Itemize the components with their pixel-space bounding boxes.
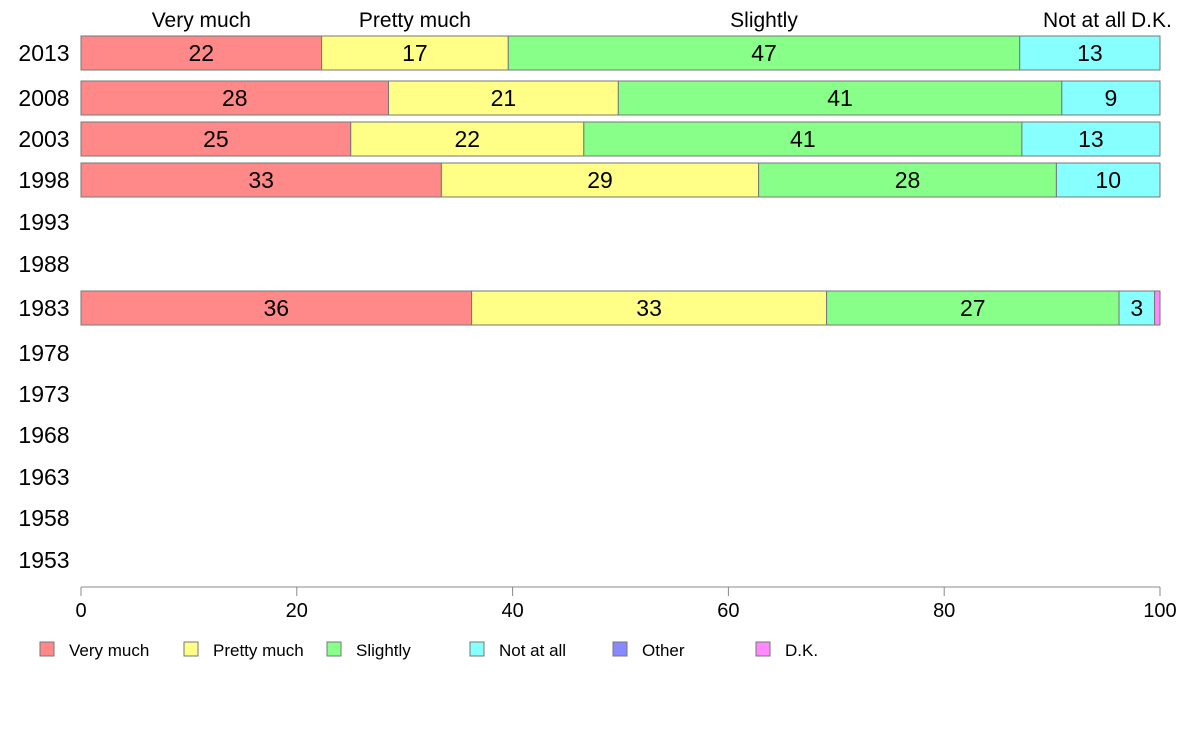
year-label-1993: 1993 [18, 209, 69, 235]
year-label-1973: 1973 [18, 381, 69, 407]
year-label-1988: 1988 [18, 251, 69, 277]
data-label-2003-1: 22 [454, 126, 480, 152]
top-labels: Very much Pretty much Slightly Not at all D.… [152, 9, 1172, 32]
data-label-2008-2: 41 [827, 85, 853, 111]
legend-label-pretty-much: Pretty much [213, 641, 304, 660]
year-label-1983: 1983 [18, 295, 69, 321]
data-label-2008-0: 28 [222, 85, 248, 111]
x-axis: 0 20 40 60 80 100 [75, 586, 1177, 622]
legend-swatch-other [612, 641, 628, 657]
x-tick-label-80: 80 [933, 600, 955, 622]
legend-label-not-at-all: Not at all [499, 641, 566, 660]
year-label-2008: 2008 [18, 85, 69, 111]
data-label-1983-0: 36 [264, 295, 290, 321]
data-label-2003-3: 13 [1078, 126, 1104, 152]
bar-2008-pretty-much [388, 80, 619, 116]
legend-label-other: Other [642, 641, 685, 660]
top-label-4: D.K. [1131, 9, 1172, 32]
data-label-2008-3: 9 [1105, 85, 1118, 111]
top-label-0: Very much [152, 9, 251, 32]
data-label-1983-3: 3 [1130, 295, 1143, 321]
data-label-1998-3: 10 [1095, 167, 1121, 193]
top-label-3: Not at all [1043, 9, 1126, 32]
legend-swatch-slightly [326, 641, 342, 657]
legend-swatch-not-at-all [469, 641, 485, 657]
data-label-2003-0: 25 [203, 126, 229, 152]
data-label-2013-2: 47 [751, 40, 777, 66]
bar-2003-not-at-all [1021, 121, 1161, 157]
bar-2013-not-at-all [1019, 35, 1161, 71]
year-label-1958: 1958 [18, 505, 69, 531]
bar-1983-slightly [826, 290, 1120, 326]
bars: 22 17 47 13 28 21 41 9 25 22 41 13 33 29 28 10 36 33 27 3 [80, 35, 1161, 326]
year-label-1963: 1963 [18, 464, 69, 490]
top-label-1: Pretty much [359, 9, 471, 32]
year-label-1998: 1998 [18, 167, 69, 193]
bar-2008-not-at-all [1061, 80, 1161, 116]
data-label-2013-3: 13 [1077, 40, 1103, 66]
legend-label-very-much: Very much [69, 641, 149, 660]
legend-label-slightly: Slightly [356, 641, 411, 660]
legend-swatch-pretty-much [183, 641, 199, 657]
x-tick-label-60: 60 [717, 600, 739, 622]
data-label-2013-1: 17 [402, 40, 428, 66]
data-label-1983-2: 27 [960, 295, 986, 321]
bar-1983-not-at-all [1118, 290, 1156, 326]
year-label-2003: 2003 [18, 126, 69, 152]
bar-2013-very-much [80, 35, 323, 71]
x-tick-label-100: 100 [1143, 600, 1176, 622]
data-label-2003-2: 41 [790, 126, 816, 152]
bar-1998-very-much [80, 162, 442, 198]
top-label-2: Slightly [730, 9, 798, 32]
bar-2013-slightly [507, 35, 1021, 71]
x-tick-label-40: 40 [501, 600, 523, 622]
data-label-1998-2: 28 [895, 167, 921, 193]
bar-2008-slightly [617, 80, 1063, 116]
bar-1983-d-k- [1154, 290, 1161, 326]
legend: Very much Pretty much Slightly Not at all Ot… [39, 641, 818, 660]
legend-label-d-k-: D.K. [785, 641, 818, 660]
bar-2008-very-much [80, 80, 390, 116]
data-label-1998-0: 33 [248, 167, 274, 193]
bar-2003-very-much [80, 121, 352, 157]
year-label-1978: 1978 [18, 340, 69, 366]
data-label-1983-1: 33 [636, 295, 662, 321]
bar-1998-pretty-much [440, 162, 760, 198]
bar-1998-not-at-all [1055, 162, 1161, 198]
data-label-2008-1: 21 [491, 85, 517, 111]
bar-1983-very-much [80, 290, 473, 326]
data-label-2013-0: 22 [189, 40, 215, 66]
legend-swatch-d-k- [755, 641, 771, 657]
year-label-1968: 1968 [18, 422, 69, 448]
year-label-1953: 1953 [18, 547, 69, 573]
data-label-1998-1: 29 [587, 167, 613, 193]
bar-2013-pretty-much [321, 35, 509, 71]
x-tick-label-0: 0 [75, 600, 86, 622]
bar-1983-pretty-much [471, 290, 828, 326]
legend-swatch-very-much [39, 641, 55, 657]
y-axis-labels: 2013 2008 2003 1998 1993 1988 1983 1978 1973 1968… [18, 40, 69, 573]
bar-2003-pretty-much [350, 121, 585, 157]
year-label-2013: 2013 [18, 40, 69, 66]
x-tick-label-20: 20 [286, 600, 308, 622]
